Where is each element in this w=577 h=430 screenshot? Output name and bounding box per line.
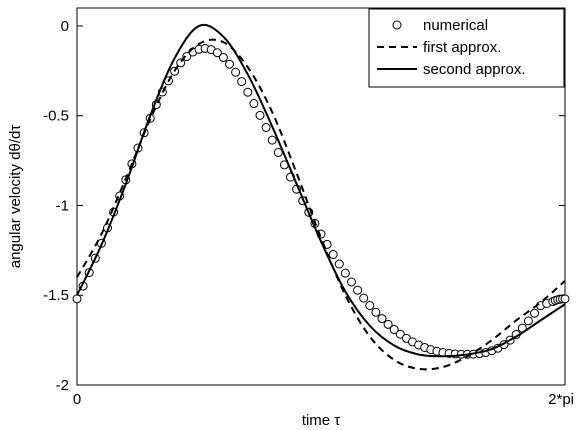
legend-box (368, 8, 565, 88)
numerical-point (389, 325, 399, 335)
y-tick-label: -1 (56, 197, 69, 214)
numerical-point (353, 285, 363, 295)
numerical-point (72, 294, 82, 304)
numerical-point (231, 67, 241, 77)
legend-marker-numerical (392, 20, 402, 30)
legend-label: numerical (423, 17, 488, 34)
y-axis-label: angular velocity dθ/dτ (7, 125, 24, 269)
series-first-approx-line (76, 38, 566, 371)
numerical-point (395, 329, 405, 339)
legend: numerical first approx. second approx. (368, 8, 565, 88)
numerical-point (218, 53, 228, 63)
numerical-point (365, 300, 375, 310)
numerical-point (212, 48, 222, 58)
legend-label: first approx. (423, 39, 501, 56)
numerical-point (383, 319, 393, 329)
numerical-point (267, 135, 277, 145)
legend-label: second approx. (423, 61, 526, 78)
numerical-point (347, 277, 356, 287)
numerical-point (359, 293, 369, 303)
x-tick-label: 2*pi (548, 391, 574, 408)
x-axis-label: time τ (302, 412, 341, 429)
plot-area-frame (76, 7, 566, 386)
numerical-point (243, 87, 253, 97)
numerical-point (371, 307, 381, 317)
numerical-point (249, 99, 259, 109)
series-second-approx-line (76, 23, 566, 358)
y-tick-label: -0.5 (43, 108, 69, 125)
numerical-point (225, 59, 234, 69)
numerical-point (328, 249, 338, 259)
numerical-point (182, 51, 192, 61)
y-tick-label: -1.5 (43, 287, 69, 304)
y-tick-label: 0 (61, 18, 69, 35)
numerical-point (377, 314, 387, 324)
numerical-point (237, 77, 247, 87)
numerical-point (255, 110, 265, 120)
numerical-point (340, 268, 350, 278)
numerical-point (273, 148, 283, 158)
x-tick-label: 0 (73, 391, 81, 408)
numerical-point (560, 294, 570, 304)
numerical-point (334, 259, 344, 269)
numerical-point (261, 123, 271, 133)
numerical-point (523, 316, 533, 326)
y-tick-label: -2 (56, 377, 69, 394)
numerical-point (530, 308, 539, 318)
series-numerical (72, 43, 570, 359)
